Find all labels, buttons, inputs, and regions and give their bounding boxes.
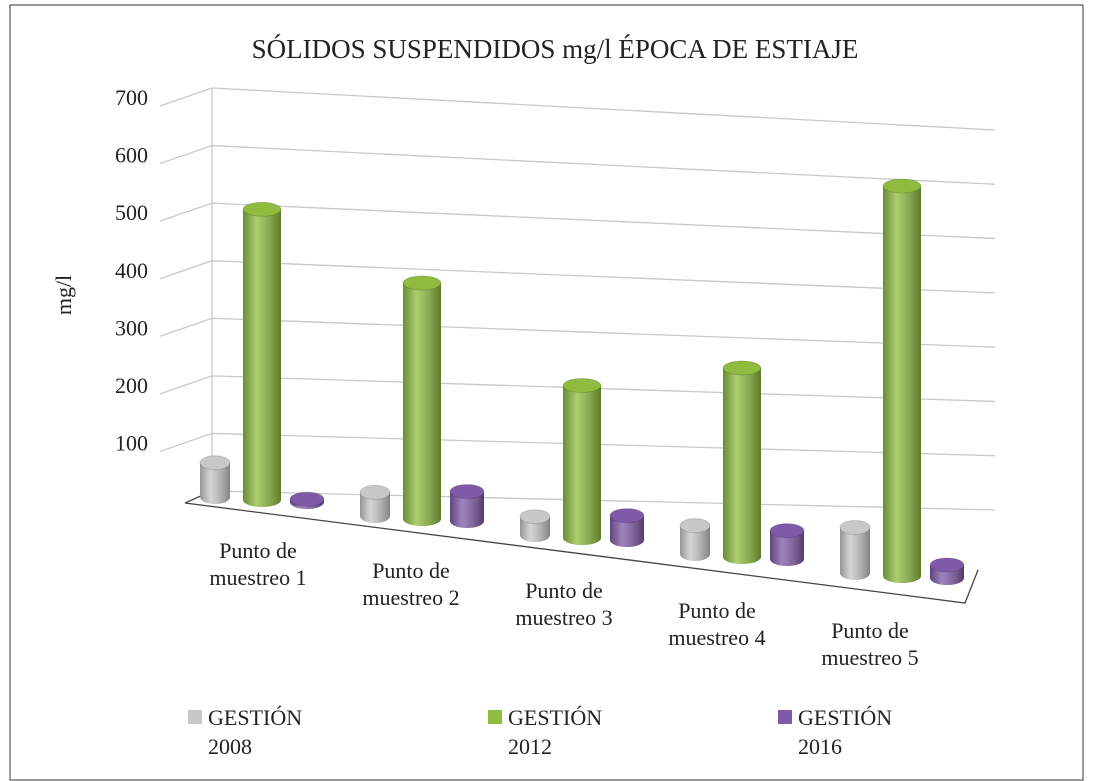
bar-shade xyxy=(680,525,710,561)
bar xyxy=(722,360,762,564)
y-axis-label: mg/l xyxy=(51,275,76,315)
bar xyxy=(679,518,711,561)
x-tick-label: Punto de muestreo 2 xyxy=(362,558,460,610)
bar xyxy=(289,491,325,509)
bar xyxy=(519,509,551,542)
bar-shade xyxy=(450,491,484,528)
bar xyxy=(769,523,805,566)
bar-top xyxy=(679,518,711,534)
bar-shade xyxy=(200,462,230,504)
bar-shade xyxy=(520,516,550,542)
axis-line xyxy=(184,502,979,604)
bar-top xyxy=(929,557,965,573)
grid-line xyxy=(159,260,996,294)
grid-line xyxy=(159,202,996,240)
bar-shade xyxy=(403,283,441,526)
bar-top xyxy=(402,275,442,291)
bar-top xyxy=(769,523,805,539)
bar-shade xyxy=(610,515,644,547)
bar-top xyxy=(449,484,485,499)
x-tick-label: Punto de muestreo 4 xyxy=(668,598,766,650)
bar-shade xyxy=(563,385,601,545)
bar-shade xyxy=(723,368,761,564)
bar xyxy=(449,484,485,528)
frame xyxy=(9,4,1084,781)
bar xyxy=(242,201,282,508)
legend-entry: GESTIÓN 2016 xyxy=(778,703,928,761)
bar-top xyxy=(519,509,551,525)
bar-top xyxy=(289,491,325,507)
legend-swatch xyxy=(488,710,502,724)
bar-shade xyxy=(360,492,390,523)
x-tick-label: Punto de muestreo 1 xyxy=(209,538,307,590)
y-tick-label: 200 xyxy=(115,373,148,398)
legend-entry: GESTIÓN 2008 xyxy=(188,703,338,761)
bar-shade xyxy=(770,530,804,566)
bar xyxy=(359,484,391,523)
legend-entry: GESTIÓN 2012 xyxy=(488,703,638,761)
bar-top xyxy=(242,201,282,217)
bar-top xyxy=(359,484,391,500)
bar-top xyxy=(609,508,645,524)
x-tick-label: Punto de muestreo 3 xyxy=(515,578,613,630)
bar xyxy=(929,557,965,585)
y-tick-label: 400 xyxy=(115,258,148,283)
y-tick-label: 500 xyxy=(115,200,148,225)
bar-shade xyxy=(883,186,921,583)
bar-shade xyxy=(840,527,870,580)
legend-swatch xyxy=(778,710,792,724)
x-tick-label: Punto de muestreo 5 xyxy=(821,618,919,670)
bar-top xyxy=(562,378,602,393)
bar xyxy=(562,378,602,545)
y-tick-label: 600 xyxy=(115,143,148,168)
y-tick-label: 300 xyxy=(115,315,148,340)
bar xyxy=(882,178,922,583)
grid-line xyxy=(159,144,996,185)
bar-top xyxy=(882,178,922,194)
chart-title: SÓLIDOS SUSPENDIDOS mg/l ÉPOCA DE ESTIAJ… xyxy=(252,34,859,64)
bar-top xyxy=(722,360,762,376)
bar xyxy=(609,508,645,547)
legend-swatch xyxy=(188,710,202,724)
bar xyxy=(839,520,871,580)
bar xyxy=(402,275,442,526)
y-tick-label: 700 xyxy=(115,85,148,110)
bar-top xyxy=(839,520,871,535)
bar xyxy=(199,455,231,504)
grid-line xyxy=(159,317,996,348)
bar-top xyxy=(199,455,231,471)
y-tick-label: 100 xyxy=(115,430,148,455)
bar-shade xyxy=(243,209,281,508)
grid-line xyxy=(159,87,996,131)
